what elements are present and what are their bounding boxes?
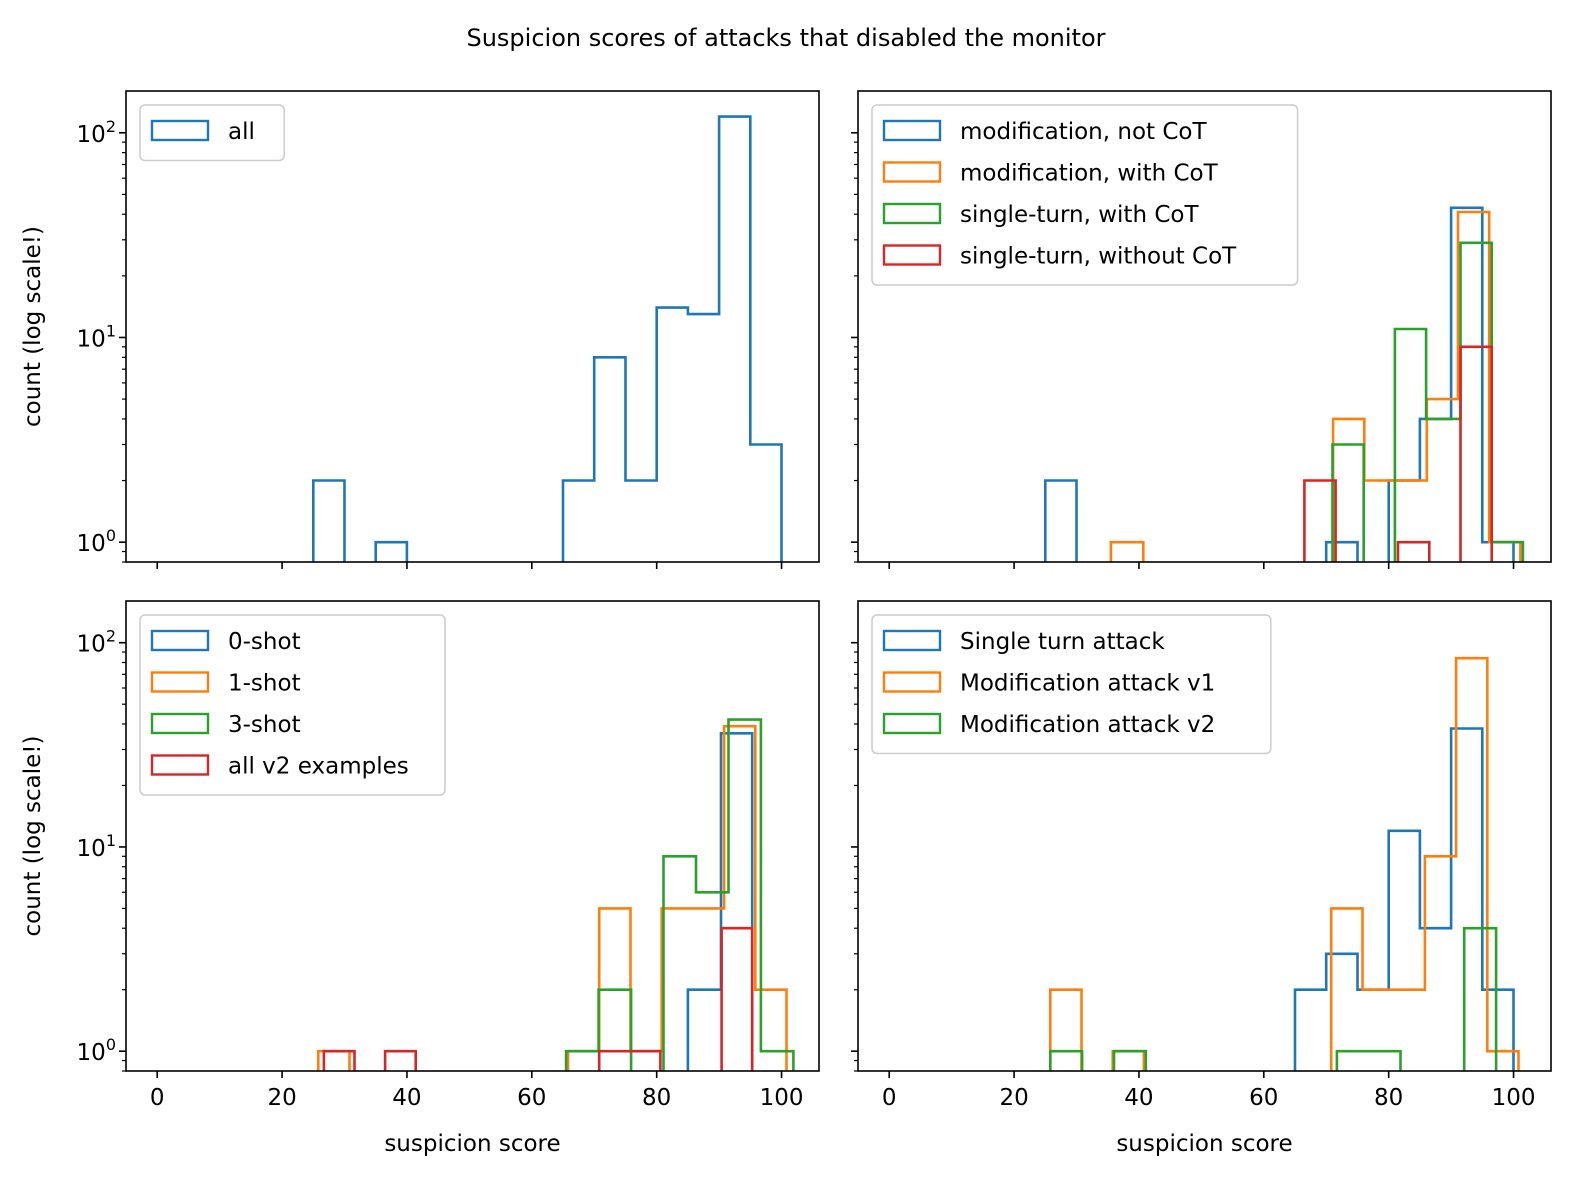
plot-area (312, 115, 783, 562)
x-axis-label: suspicion score (384, 1131, 560, 1157)
legend: 0-shot 1-shot 3-shot all v2 examples (139, 614, 446, 796)
legend-entry: 0-shot (228, 629, 301, 655)
legend: Single turn attack Modification attack v1… (871, 614, 1272, 755)
x-tick-label: 40 (1124, 1085, 1153, 1111)
plot-area (1049, 656, 1520, 1071)
y-tick-label: 101 (77, 321, 116, 352)
figure-title: Suspicion scores of attacks that disable… (466, 24, 1105, 52)
subplot-top-right: modification, not CoT modification, with … (851, 90, 1552, 569)
legend-frame (139, 614, 446, 796)
legend-swatch (150, 119, 210, 142)
legend-swatch (150, 671, 210, 693)
legend-swatch (882, 712, 942, 735)
subplot-bottom-left: 0 20 40 60 80 100 100 101 102 count (log scale!) s… (20, 600, 820, 1157)
y-tick-label: 102 (77, 117, 116, 148)
legend-swatch (882, 119, 942, 142)
legend-swatch (150, 629, 210, 652)
legend-swatch (882, 244, 942, 266)
subplot-bottom-right: 0 20 40 60 80 100 suspicion score Single turn a… (851, 600, 1552, 1157)
axes-frame (857, 90, 1552, 563)
histogram-series-3 (1303, 345, 1493, 562)
subplot-grid: 100 101 102 count (log scale!) all modificati… (20, 90, 1552, 1157)
legend-swatch (882, 161, 942, 183)
y-axis-label: count (log scale!) (20, 735, 46, 936)
legend-entry: 3-shot (228, 712, 301, 738)
axes-frame (857, 600, 1552, 1072)
histogram-series-2 (1049, 926, 1498, 1071)
legend-entry: modification, not CoT (960, 119, 1207, 145)
histogram-series-0 (1044, 206, 1515, 562)
x-tick-label: 100 (760, 1085, 804, 1111)
histogram-series-0 (312, 115, 783, 562)
plot-area (317, 718, 795, 1071)
legend-swatch (882, 629, 942, 652)
y-tick-label: 100 (77, 1035, 116, 1066)
histogram-series-1 (1109, 210, 1522, 562)
legend-frame (871, 614, 1272, 755)
x-tick-label: 80 (642, 1085, 671, 1111)
legend-entry: all v2 examples (228, 754, 409, 780)
x-tick-label: 20 (999, 1085, 1028, 1111)
legend-swatch (882, 202, 942, 225)
legend-entry: Single turn attack (960, 629, 1165, 655)
x-tick-label: 100 (1492, 1085, 1536, 1111)
legend: modification, not CoT modification, with … (871, 104, 1299, 286)
x-tick-label: 60 (1249, 1085, 1278, 1111)
x-tick-label: 20 (267, 1085, 296, 1111)
axes-frame (125, 600, 820, 1072)
legend-entry: single-turn, with CoT (960, 202, 1199, 228)
legend-entry: Modification attack v2 (960, 712, 1215, 738)
y-tick-label: 100 (77, 526, 116, 557)
histogram-series-0 (686, 732, 754, 1071)
legend-entry: 1-shot (228, 671, 301, 697)
legend: all (139, 104, 285, 162)
legend-swatch (882, 671, 942, 693)
subplot-top-left: 100 101 102 count (log scale!) all (20, 90, 820, 569)
legend-frame (871, 104, 1299, 286)
axes-frame (125, 90, 820, 563)
x-tick-label: 40 (392, 1085, 421, 1111)
legend-entry: Modification attack v1 (960, 671, 1215, 697)
legend-entry: all (228, 119, 255, 145)
x-tick-label: 80 (1374, 1085, 1403, 1111)
legend-entry: single-turn, without CoT (960, 244, 1237, 270)
x-tick-label: 0 (882, 1085, 897, 1111)
histogram-series-0 (1293, 727, 1515, 1071)
legend-swatch (150, 754, 210, 776)
legend-swatch (150, 712, 210, 735)
histogram-series-2 (564, 718, 795, 1071)
y-tick-label: 101 (77, 831, 116, 862)
y-axis-label: count (log scale!) (20, 226, 46, 427)
x-tick-label: 60 (517, 1085, 546, 1111)
legend-entry: modification, with CoT (960, 161, 1219, 187)
plot-area (1044, 206, 1525, 562)
x-axis-label: suspicion score (1116, 1131, 1292, 1157)
y-tick-label: 102 (77, 627, 116, 658)
histogram-series-1 (1049, 656, 1520, 1071)
legend-frame (139, 104, 285, 162)
x-tick-label: 0 (150, 1085, 165, 1111)
